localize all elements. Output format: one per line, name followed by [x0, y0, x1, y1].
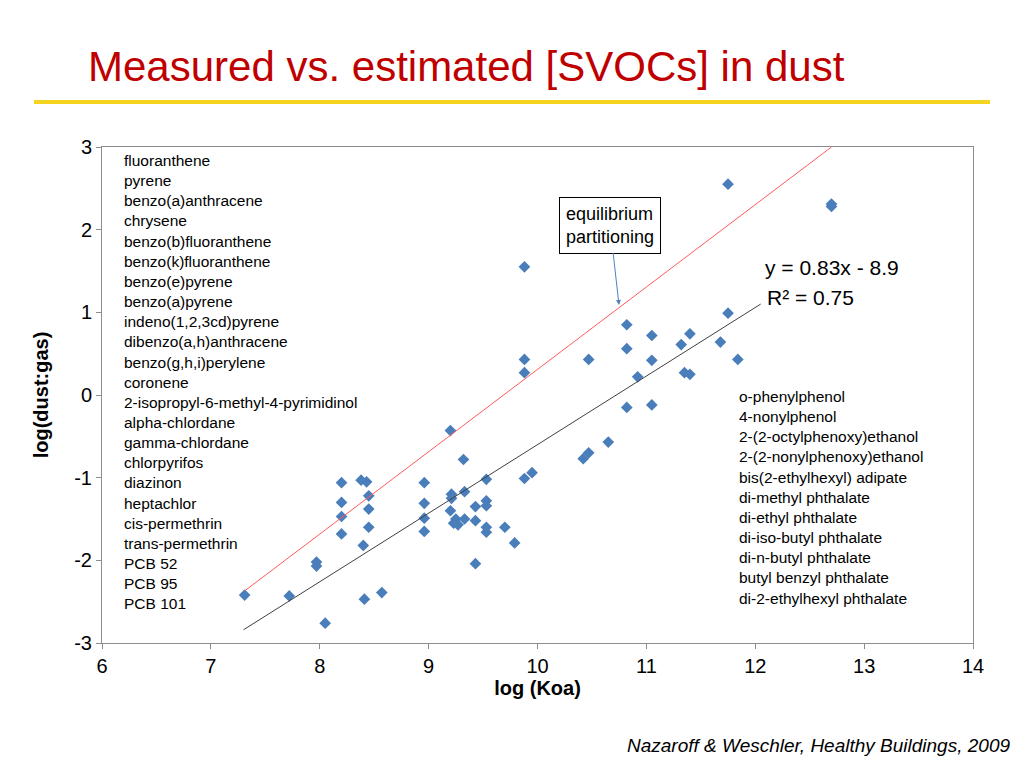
svg-text:equilibriumpartitioning: equilibriumpartitioning	[566, 204, 654, 247]
svg-text:y = 0.83x - 8.9: y = 0.83x - 8.9	[765, 256, 899, 279]
svg-text:10: 10	[526, 655, 548, 677]
svg-text:11: 11	[636, 655, 657, 677]
svg-text:Nazaroff & Weschler, Healthy B: Nazaroff & Weschler, Healthy Buildings, …	[627, 735, 1010, 756]
svg-text:3: 3	[81, 136, 92, 158]
svg-text:0: 0	[81, 384, 92, 406]
svg-text:o-phenylphenol4-nonylphenol2-(: o-phenylphenol4-nonylphenol2-(2-octylphe…	[739, 388, 923, 607]
svg-text:log(dust:gas): log(dust:gas)	[30, 332, 52, 459]
svg-text:12: 12	[744, 655, 766, 677]
svg-text:8: 8	[314, 655, 325, 677]
svg-text:13: 13	[853, 655, 875, 677]
svg-text:R² = 0.75: R² = 0.75	[767, 286, 854, 309]
svg-text:7: 7	[205, 655, 216, 677]
svg-text:-3: -3	[74, 632, 92, 654]
svg-text:14: 14	[962, 655, 984, 677]
svg-text:1: 1	[81, 301, 92, 323]
svg-text:6: 6	[96, 655, 107, 677]
svg-text:fluoranthenepyrenebenzo(a)anth: fluoranthenepyrenebenzo(a)anthracenechry…	[124, 152, 357, 612]
svg-text:9: 9	[423, 655, 434, 677]
svg-text:-1: -1	[74, 467, 92, 489]
svg-text:log (Koa): log (Koa)	[494, 677, 581, 699]
svg-text:Measured vs. estimated [SVOCs]: Measured vs. estimated [SVOCs] in dust	[88, 43, 845, 90]
svg-text:2: 2	[81, 219, 92, 241]
svg-text:-2: -2	[74, 549, 92, 571]
